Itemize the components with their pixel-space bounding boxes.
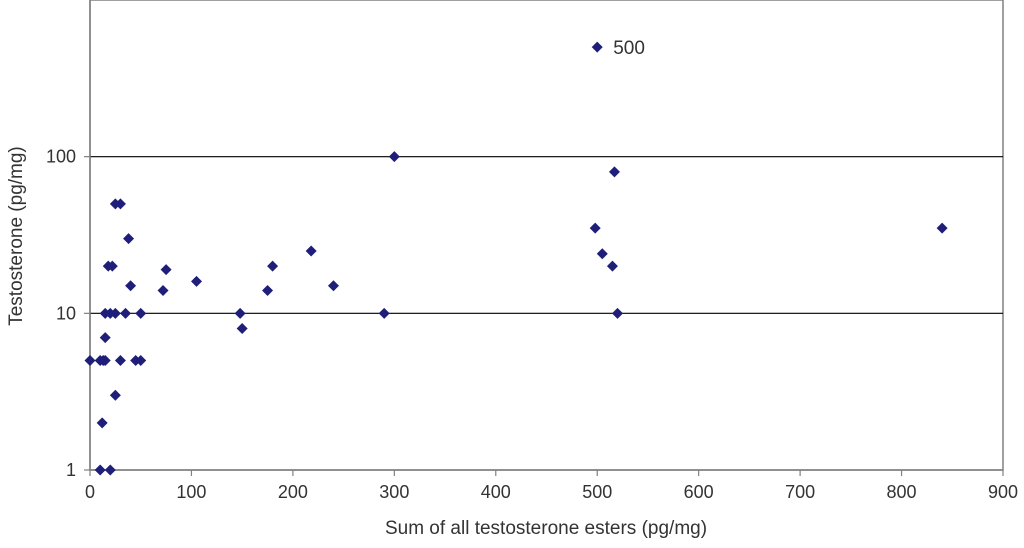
- data-point: [114, 354, 126, 366]
- y-tick-label: 10: [56, 303, 76, 323]
- x-tick-label: 500: [582, 482, 612, 502]
- x-tick-label: 0: [85, 482, 95, 502]
- data-point: [160, 264, 172, 276]
- data-point: [267, 260, 279, 272]
- data-point: [109, 307, 121, 319]
- data-point: [236, 323, 248, 335]
- data-point: [936, 222, 948, 234]
- x-tick-label: 200: [278, 482, 308, 502]
- plot-area: [89, 0, 1004, 471]
- point-annotation: 500: [613, 38, 645, 59]
- data-point: [591, 41, 603, 53]
- data-point: [84, 354, 96, 366]
- data-point: [234, 307, 246, 319]
- data-point: [99, 354, 111, 366]
- data-point: [262, 284, 274, 296]
- data-point: [596, 248, 608, 260]
- data-point: [589, 222, 601, 234]
- data-point: [608, 166, 620, 178]
- data-point: [135, 354, 147, 366]
- data-point: [157, 284, 169, 296]
- data-point: [123, 233, 135, 245]
- data-point: [388, 151, 400, 163]
- data-point: [378, 307, 390, 319]
- x-axis-title: Sum of all testosterone esters (pg/mg): [385, 518, 707, 539]
- data-point: [94, 464, 106, 476]
- x-tick-label: 400: [481, 482, 511, 502]
- data-point: [135, 307, 147, 319]
- points-layer: [84, 41, 948, 476]
- x-tick-label: 600: [684, 482, 714, 502]
- data-point: [305, 245, 317, 257]
- x-tick-label: 700: [785, 482, 815, 502]
- data-point: [99, 332, 111, 344]
- y-axis-title: Testosterone (pg/mg): [6, 146, 27, 326]
- x-tick-label: 300: [379, 482, 409, 502]
- data-point: [327, 280, 339, 292]
- data-point: [191, 275, 203, 287]
- y-tick-label: 1: [66, 460, 76, 480]
- data-point: [106, 260, 118, 272]
- data-point: [125, 280, 137, 292]
- data-point: [109, 389, 121, 401]
- x-tick-label: 800: [887, 482, 917, 502]
- y-tick-label: 100: [46, 147, 76, 167]
- axes-layer: [89, 0, 1003, 471]
- data-point: [612, 307, 624, 319]
- ticks-layer: 0 100 200 300 400 500 600 700 800 900 1 10 100: [46, 147, 1018, 502]
- data-point: [606, 260, 618, 272]
- data-point: [96, 417, 108, 429]
- x-tick-label: 900: [988, 482, 1018, 502]
- data-point: [104, 464, 116, 476]
- data-point: [114, 198, 126, 210]
- x-tick-label: 100: [176, 482, 206, 502]
- data-point: [120, 307, 132, 319]
